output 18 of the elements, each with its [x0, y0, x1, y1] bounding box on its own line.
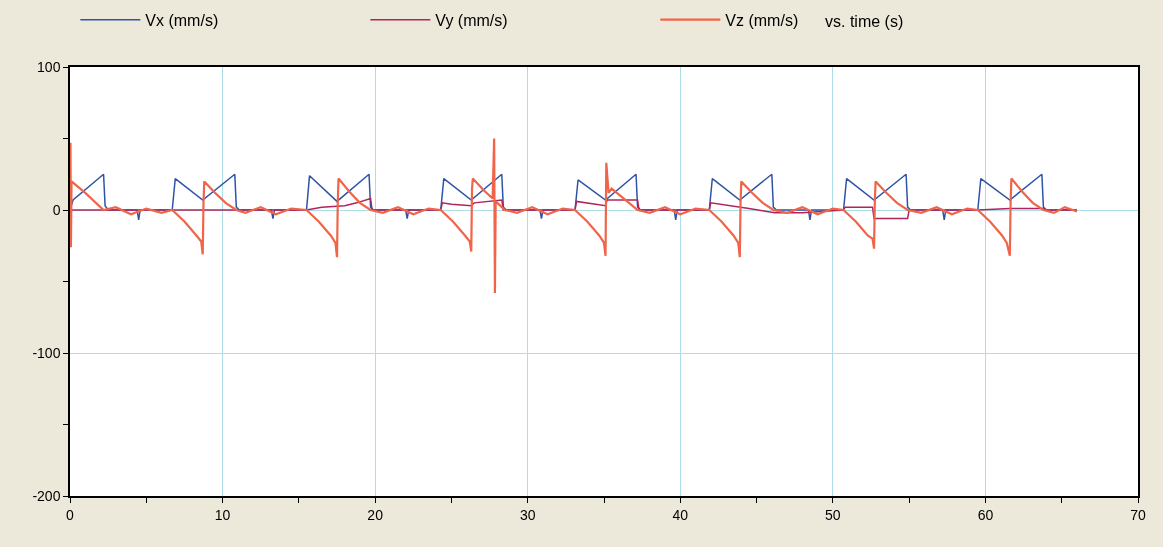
legend-label: Vz (mm/s): [725, 11, 799, 29]
x-tick-label: 20: [367, 506, 384, 523]
y-tick-label: -200: [32, 487, 61, 504]
x-tick-label: 40: [672, 506, 689, 523]
text: vs. time (s): [825, 13, 904, 30]
legend-label: Vx (mm/s): [145, 11, 219, 29]
y-tick-label: 100: [37, 58, 61, 75]
x-tick-label: 30: [519, 506, 536, 523]
x-tick-label: 10: [214, 506, 231, 523]
x-tick-label: 70: [1130, 506, 1146, 523]
line-series: [70, 137, 1079, 295]
y-tick-label: 0: [52, 201, 61, 218]
legend-label: Vy (mm/s): [435, 11, 508, 29]
x-tick-label: 0: [66, 506, 75, 523]
x-tick-label: 50: [825, 506, 841, 523]
x-tick-label: 60: [977, 506, 994, 523]
y-tick-label: -100: [32, 344, 61, 361]
line-series: [70, 197, 1078, 220]
